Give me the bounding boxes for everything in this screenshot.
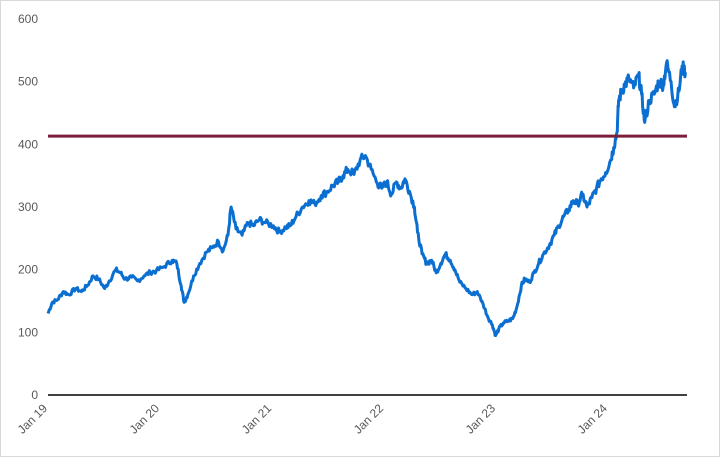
y-tick-label: 600 xyxy=(18,12,38,26)
x-tick-label: Jan 24 xyxy=(575,401,611,437)
y-tick-label: 400 xyxy=(18,137,38,151)
series-line xyxy=(46,59,687,337)
y-tick-label: 200 xyxy=(18,263,38,277)
y-tick-label: 500 xyxy=(18,75,38,89)
x-tick-label: Jan 20 xyxy=(127,401,163,437)
x-tick-label: Jan 23 xyxy=(463,401,499,437)
x-tick-label: Jan 22 xyxy=(351,401,387,437)
y-tick-label: 0 xyxy=(31,388,38,402)
x-tick-label: Jan 21 xyxy=(239,401,275,437)
x-tick-label: Jan 19 xyxy=(15,401,51,437)
y-tick-label: 300 xyxy=(18,200,38,214)
y-tick-label: 100 xyxy=(18,325,38,339)
